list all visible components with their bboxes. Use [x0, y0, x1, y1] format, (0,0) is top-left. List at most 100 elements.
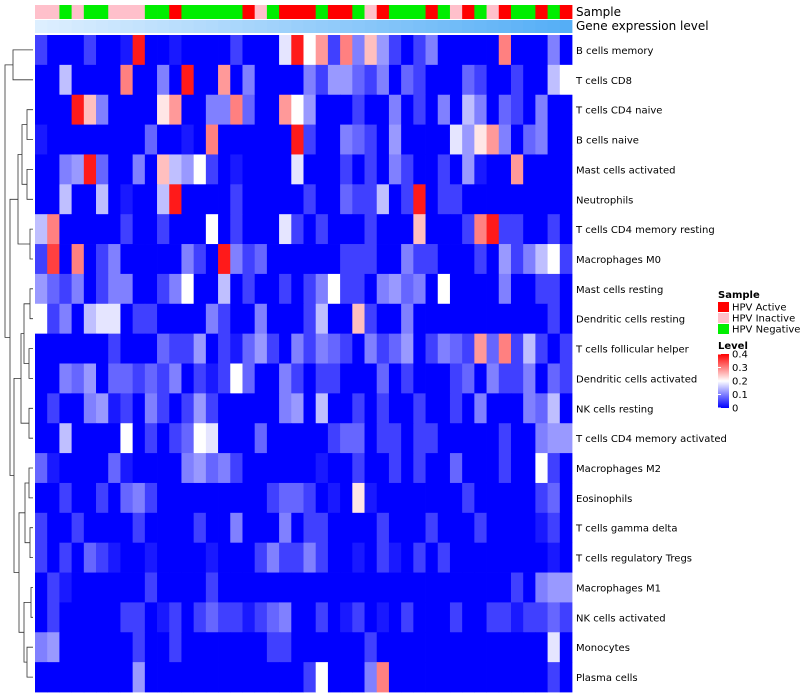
heatmap-cell: [340, 124, 353, 155]
heatmap-cell: [157, 184, 170, 215]
heatmap-cell: [144, 482, 158, 514]
heatmap-cell: [230, 602, 243, 633]
expression-annotation-cell: [157, 20, 170, 33]
row-label: T cells CD4 naive: [575, 106, 662, 117]
heatmap-cell: [157, 94, 170, 125]
heatmap-cell: [462, 333, 475, 364]
heatmap-cell: [120, 542, 134, 573]
heatmap-cell: [59, 632, 73, 663]
heatmap-cell: [71, 572, 85, 603]
sample-annotation-cell: [266, 5, 280, 19]
heatmap-cell: [205, 333, 219, 364]
heatmap-cell: [279, 214, 292, 245]
sample-annotation-cell: [157, 5, 170, 19]
heatmap-cell: [523, 154, 536, 185]
heatmap-cell: [266, 94, 280, 125]
heatmap-cell: [120, 154, 134, 185]
heatmap-cell: [340, 393, 353, 424]
heatmap-cell: [291, 363, 304, 394]
heatmap-cell: [449, 154, 463, 185]
heatmap-cell: [181, 244, 195, 275]
heatmap-cell: [291, 542, 304, 573]
row-label: NK cells resting: [576, 404, 653, 415]
heatmap-cell: [193, 184, 207, 215]
heatmap-cell: [169, 423, 182, 454]
heatmap-cell: [120, 214, 134, 245]
heatmap-cell: [291, 124, 304, 155]
heatmap-cell: [96, 363, 109, 394]
row-label: Mast cells resting: [576, 285, 663, 296]
expression-annotation-cell: [96, 20, 109, 33]
heatmap-cell: [352, 662, 365, 693]
heatmap-cell: [388, 244, 402, 275]
heatmap-cell: [413, 273, 426, 305]
heatmap-cell: [340, 303, 353, 335]
heatmap-cell: [474, 572, 487, 603]
heatmap-cell: [144, 363, 158, 394]
heatmap-cell: [462, 542, 475, 573]
heatmap-cell: [47, 632, 60, 663]
heatmap-cell: [498, 453, 512, 484]
heatmap-cell: [388, 542, 402, 573]
heatmap-cell: [376, 423, 390, 454]
heatmap-cell: [352, 214, 365, 245]
dendrogram-branch: [21, 124, 27, 185]
heatmap-cell: [559, 64, 573, 96]
heatmap-cell: [486, 94, 500, 125]
sample-annotation-cell: [144, 5, 158, 19]
heatmap-cell: [279, 64, 292, 96]
heatmap-cell: [327, 632, 341, 663]
heatmap-cell: [425, 453, 439, 484]
heatmap-cell: [193, 393, 207, 424]
heatmap-cell: [157, 512, 170, 544]
heatmap-cell: [340, 273, 353, 305]
heatmap-cell: [462, 303, 475, 335]
heatmap-cell: [157, 423, 170, 454]
heatmap-cell: [486, 244, 500, 275]
heatmap-cell: [242, 154, 256, 185]
expression-annotation-cell: [413, 20, 426, 33]
heatmap-cell: [132, 184, 146, 215]
heatmap-cell: [535, 393, 548, 424]
dendrogram-branch: [28, 407, 33, 439]
heatmap-cell: [559, 124, 573, 155]
heatmap-cell: [279, 184, 292, 215]
heatmap-cell: [35, 423, 48, 454]
sample-annotation-bar: [35, 5, 573, 19]
heatmap-cell: [108, 662, 121, 693]
heatmap-cell: [120, 572, 134, 603]
heatmap-cell: [230, 154, 243, 185]
expression-annotation-cell: [193, 20, 207, 33]
heatmap-cell: [279, 453, 292, 484]
heatmap-cell: [254, 482, 268, 514]
heatmap-cell: [510, 124, 524, 155]
heatmap-cell: [144, 184, 158, 215]
heatmap-cell: [144, 303, 158, 335]
heatmap-cell: [279, 512, 292, 544]
heatmap-cell: [205, 423, 219, 454]
heatmap-cell: [559, 453, 573, 484]
heatmap-cell: [291, 423, 304, 454]
dendrogram-branch: [26, 169, 33, 200]
heatmap-cell: [535, 273, 548, 305]
heatmap-cell: [132, 632, 146, 663]
heatmap-cell: [340, 542, 353, 573]
heatmap-cell: [498, 184, 512, 215]
heatmap-cell: [181, 273, 195, 305]
heatmap-cell: [510, 184, 524, 215]
heatmap-cell: [218, 423, 231, 454]
sample-annotation-cell: [193, 5, 207, 19]
heatmap-cell: [425, 662, 439, 693]
heatmap-cell: [376, 632, 390, 663]
expression-annotation-cell: [303, 20, 317, 33]
heatmap-cell: [193, 94, 207, 125]
heatmap-cell: [279, 124, 292, 155]
heatmap-cell: [401, 333, 414, 364]
expression-annotation-cell: [535, 20, 548, 33]
heatmap-cell: [242, 363, 256, 394]
heatmap-cell: [181, 124, 195, 155]
heatmap-cell: [108, 512, 121, 544]
heatmap-cell: [108, 572, 121, 603]
heatmap-cell: [535, 124, 548, 155]
heatmap-cell: [157, 273, 170, 305]
